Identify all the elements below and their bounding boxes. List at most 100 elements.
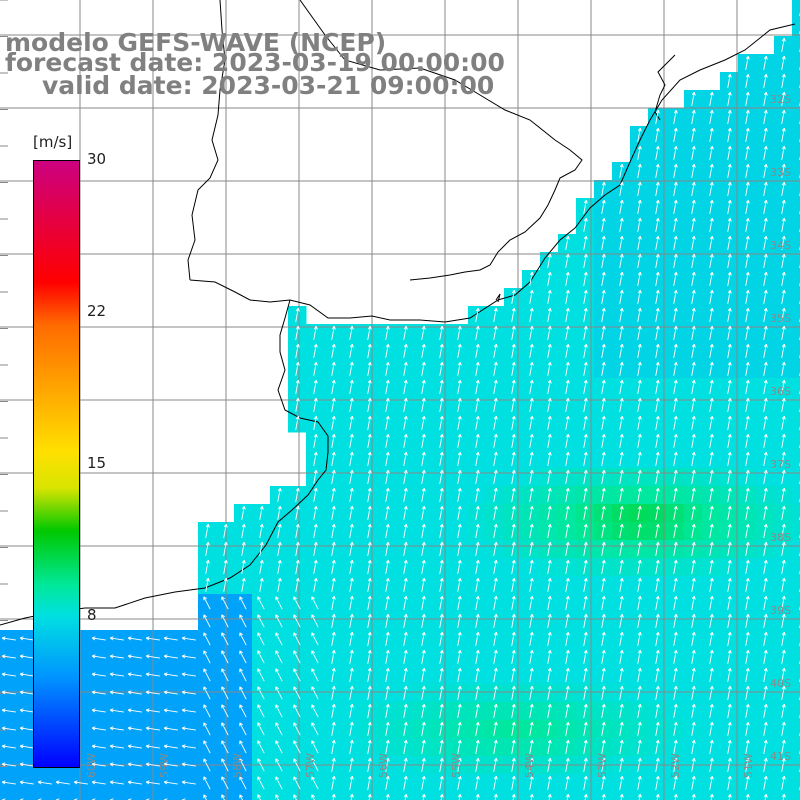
- wind-arrow: [781, 199, 786, 214]
- speed-cell: [792, 270, 800, 289]
- wind-arrow: [619, 739, 624, 754]
- wind-arrow: [203, 740, 211, 754]
- wind-arrow: [239, 632, 247, 646]
- wind-arrow: [293, 704, 301, 718]
- wind-arrow: [547, 685, 552, 700]
- wind-arrow: [673, 469, 678, 484]
- speed-cell: [792, 216, 800, 235]
- wind-arrow: [637, 487, 642, 502]
- speed-cell: [216, 792, 235, 800]
- wind-arrow: [421, 343, 426, 358]
- wind-arrow: [673, 235, 678, 250]
- wind-arrow: [565, 487, 570, 502]
- wind-arrow: [257, 596, 265, 610]
- wind-arrow: [763, 163, 768, 178]
- wind-arrow: [331, 433, 336, 448]
- wind-arrow: [565, 721, 570, 736]
- wind-arrow: [311, 794, 315, 800]
- wind-arrow: [745, 613, 750, 628]
- wind-arrow: [163, 672, 178, 677]
- wind-arrow: [331, 721, 336, 736]
- wind-arrow: [91, 708, 106, 713]
- wind-arrow: [275, 794, 279, 800]
- wind-arrow: [257, 686, 265, 700]
- wind-arrow: [619, 397, 624, 412]
- wind-arrow: [511, 343, 516, 358]
- speed-cell: [792, 630, 800, 649]
- wind-arrow: [421, 793, 426, 800]
- wind-arrow: [781, 433, 786, 448]
- wind-arrow: [547, 559, 552, 574]
- wind-arrow: [781, 253, 786, 268]
- wind-arrow: [781, 73, 786, 88]
- wind-arrow: [529, 487, 534, 502]
- wind-arrow: [745, 685, 750, 700]
- wind-arrow: [457, 397, 462, 412]
- wind-arrow: [457, 649, 462, 664]
- wind-arrow: [727, 487, 732, 502]
- wind-arrow: [709, 523, 714, 538]
- wind-arrow: [781, 523, 786, 538]
- wind-arrow: [311, 722, 319, 736]
- wind-arrow: [781, 145, 786, 160]
- wind-arrow: [493, 649, 498, 664]
- wind-arrow: [349, 397, 354, 412]
- wind-arrow: [439, 685, 444, 700]
- wind-arrow: [221, 740, 229, 754]
- wind-arrow: [367, 595, 372, 610]
- wind-arrow: [311, 596, 319, 610]
- wind-arrow: [619, 523, 624, 538]
- wind-arrow: [745, 469, 750, 484]
- wind-arrow: [439, 721, 444, 736]
- wind-arrow: [511, 757, 516, 772]
- wind-arrow: [655, 271, 660, 286]
- wind-arrow: [601, 613, 606, 628]
- wind-arrow: [367, 451, 372, 466]
- wind-arrow: [403, 325, 408, 340]
- wind-arrow: [295, 505, 300, 520]
- wind-arrow: [763, 487, 768, 502]
- wind-arrow: [475, 577, 480, 592]
- wind-arrow: [205, 577, 210, 592]
- wind-arrow: [583, 667, 588, 682]
- wind-arrow: [565, 703, 570, 718]
- wind-arrow: [439, 595, 444, 610]
- wind-arrow: [781, 397, 786, 412]
- wind-arrow: [781, 505, 786, 520]
- wind-arrow: [763, 757, 768, 772]
- wind-arrow: [493, 595, 498, 610]
- wind-arrow: [763, 541, 768, 556]
- wind-arrow: [637, 271, 642, 286]
- wind-arrow: [239, 668, 247, 682]
- wind-arrow: [511, 541, 516, 556]
- wind-arrow: [691, 361, 696, 376]
- wind-arrow: [709, 127, 714, 142]
- wind-arrow: [673, 289, 678, 304]
- wind-arrow: [763, 703, 768, 718]
- wind-arrow: [619, 559, 624, 574]
- wind-arrow: [691, 595, 696, 610]
- wind-arrow: [421, 739, 426, 754]
- wind-arrow: [673, 271, 678, 286]
- speed-cell: [792, 504, 800, 523]
- wind-arrow: [127, 780, 142, 785]
- wind-arrow: [763, 109, 768, 124]
- wind-arrow: [385, 379, 390, 394]
- wind-arrow: [1, 762, 16, 767]
- wind-arrow: [385, 541, 390, 556]
- wind-arrow: [403, 361, 408, 376]
- wind-arrow: [781, 721, 786, 736]
- speed-cell: [792, 792, 800, 800]
- wind-arrow: [655, 325, 660, 340]
- wind-arrow: [241, 523, 246, 538]
- wind-arrow: [277, 523, 282, 538]
- speed-cell: [54, 792, 73, 800]
- wind-arrow: [349, 325, 354, 340]
- wind-arrow: [421, 523, 426, 538]
- wind-arrow: [709, 577, 714, 592]
- wind-arrow: [349, 757, 354, 772]
- wind-arrow: [655, 163, 660, 178]
- wind-arrow: [127, 672, 142, 677]
- wind-arrow: [727, 307, 732, 322]
